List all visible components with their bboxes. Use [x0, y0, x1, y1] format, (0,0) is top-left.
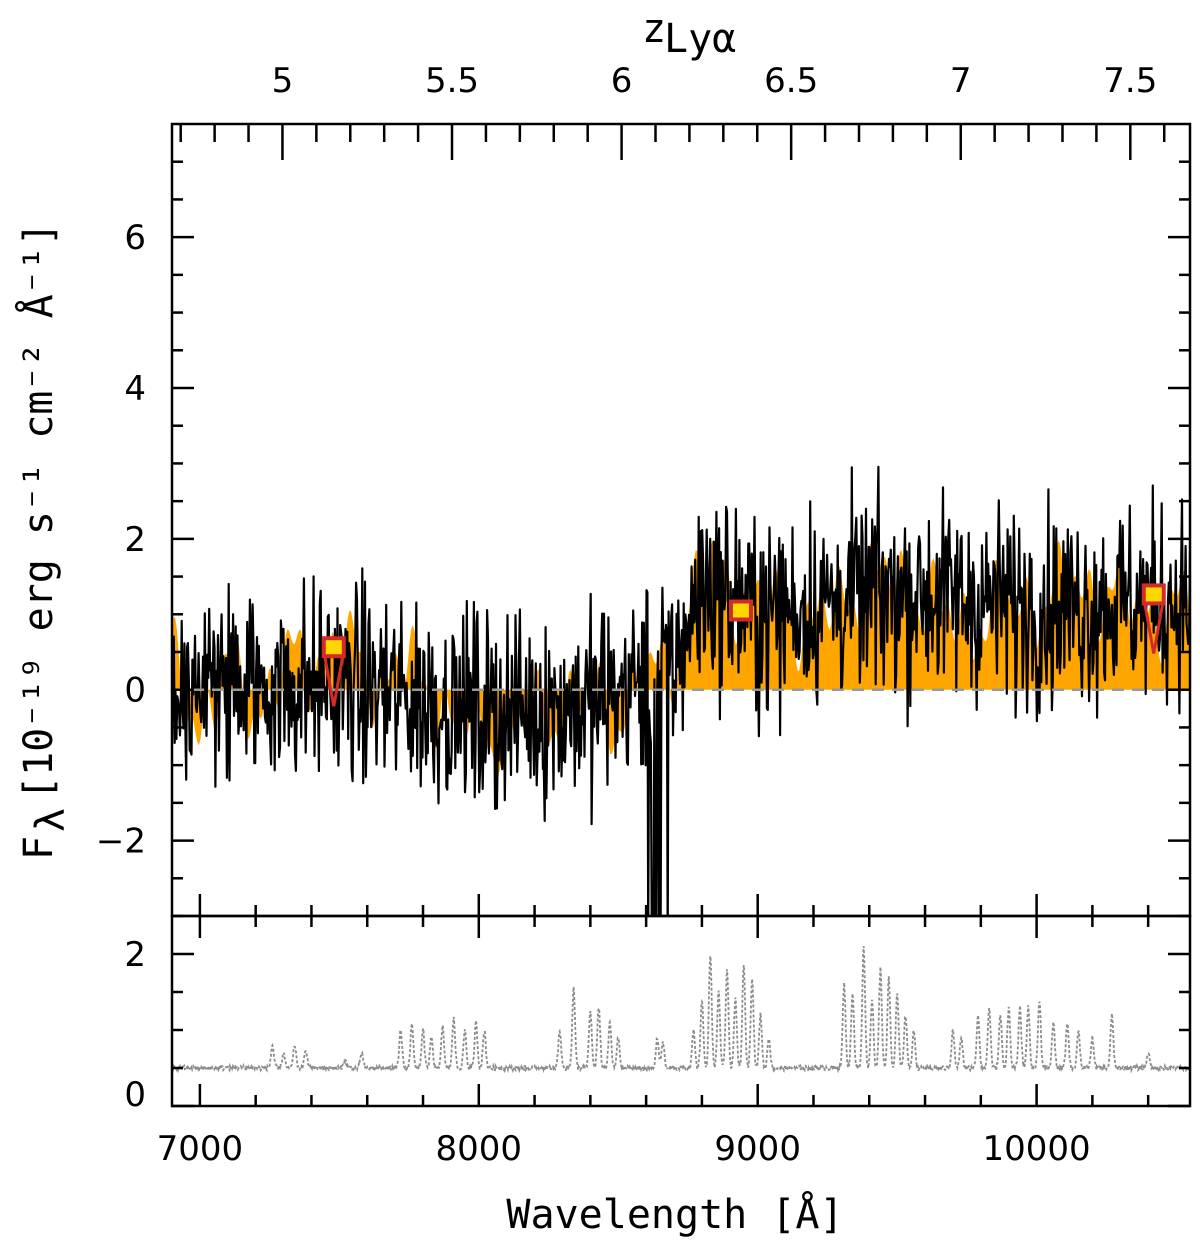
z-tick-label: 5.5: [425, 61, 479, 101]
x-tick-label: 7000: [157, 1129, 244, 1169]
z-tick-label: 7.5: [1103, 61, 1157, 101]
main-panel-frame: [170, 122, 1192, 918]
z-tick-label: 5: [272, 61, 294, 101]
y-tick-label: 4: [124, 369, 146, 409]
noise-panel: [172, 946, 1190, 1074]
z-tick-label: 6.5: [764, 61, 818, 101]
z-tick-label: 7: [950, 61, 972, 101]
axis-tick-labels: 7000 8000 9000 10000 5 5.5 6 6.5 7 7.5 −2 0 2 4 6 0 2: [96, 61, 1157, 1169]
marker-layer: [321, 583, 1166, 707]
main-panel: [172, 465, 1190, 916]
noise-y-tick-label: 2: [124, 935, 146, 975]
y-tick-label: 0: [124, 671, 146, 711]
x-axis-title: Wavelength [Å]: [506, 1190, 843, 1238]
top-axis-title: z Lyα: [642, 6, 736, 62]
noise-spectrum-trace: [172, 946, 1190, 1074]
z-tick-label: 6: [611, 61, 633, 101]
top-axis-title-sub: Lyα: [664, 16, 736, 62]
top-axis-title-main: z: [642, 6, 666, 52]
x-tick-label: 10000: [983, 1129, 1091, 1169]
spectrum-trace: [172, 465, 1190, 916]
noise-y-tick-label: 0: [124, 1075, 146, 1115]
axis-ticks: [172, 124, 1190, 1108]
y-axis-title-sub: λ: [28, 808, 74, 832]
y-tick-label: 2: [124, 520, 146, 560]
x-tick-label: 8000: [436, 1129, 523, 1169]
y-tick-label: −2: [96, 822, 146, 862]
upper-limit-marker: [321, 636, 346, 659]
y-axis-title-units: [10⁻¹⁹ erg s⁻¹ cm⁻² Å⁻¹]: [14, 222, 62, 800]
x-tick-label: 9000: [714, 1129, 801, 1169]
upper-limit-marker: [1141, 583, 1166, 606]
y-axis-title: F λ [10⁻¹⁹ erg s⁻¹ cm⁻² Å⁻¹]: [14, 222, 74, 860]
detection-marker: [728, 599, 753, 622]
y-axis-title-main: F: [16, 836, 62, 860]
noise-panel-frame: [170, 914, 1192, 1108]
y-tick-label: 6: [124, 218, 146, 258]
spectrum-line: [172, 465, 1190, 916]
